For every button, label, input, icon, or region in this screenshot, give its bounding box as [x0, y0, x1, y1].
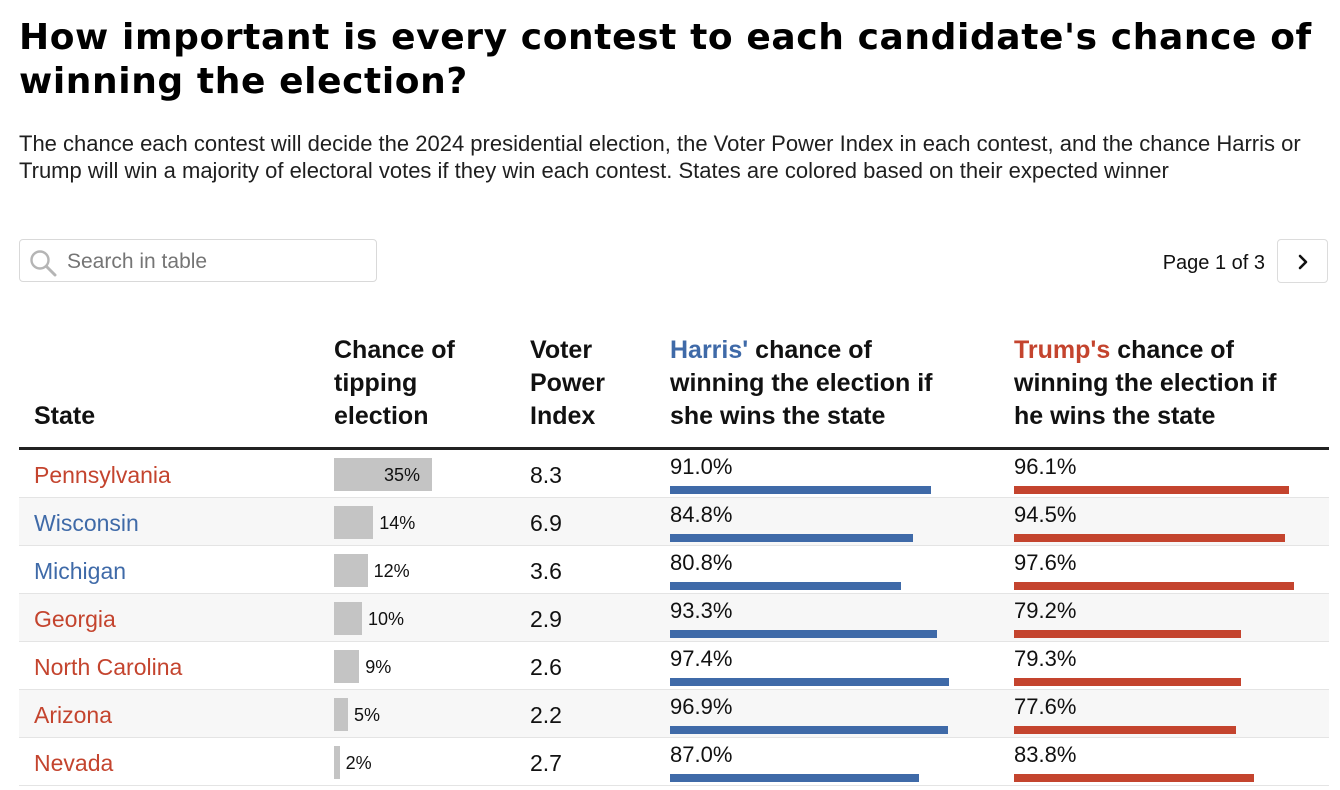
header-divider [19, 447, 1329, 450]
page-indicator: Page 1 of 3 [1162, 252, 1265, 274]
tipping-bar [334, 554, 368, 587]
vpi-value: 6.9 [530, 510, 562, 536]
chart-title: How important is every contest to each c… [19, 17, 1312, 102]
trump-pct: 83.8% [1014, 742, 1077, 767]
state-name: Georgia [34, 606, 116, 632]
search-icon [30, 250, 57, 277]
harris-bar [670, 726, 948, 734]
vpi-value: 2.2 [530, 702, 562, 728]
harris-pct: 87.0% [670, 742, 733, 767]
vpi-value: 2.7 [530, 750, 562, 776]
trump-bar [1014, 534, 1285, 542]
harris-pct: 97.4% [670, 646, 733, 671]
table-row: Nevada 2% 2.7 87.0% 83.8% [19, 738, 1329, 786]
trump-pct: 94.5% [1014, 502, 1077, 527]
vpi-value: 2.9 [530, 606, 562, 632]
harris-bar [670, 534, 913, 542]
harris-pct: 93.3% [670, 598, 733, 623]
harris-pct: 96.9% [670, 694, 733, 719]
search-placeholder: Search in table [67, 250, 208, 273]
table-row: North Carolina 9% 2.6 97.4% 79.3% [19, 642, 1329, 690]
trump-bar [1014, 678, 1242, 686]
tipping-label: 2% [345, 753, 372, 773]
tipping-label: 14% [379, 513, 416, 533]
state-name: North Carolina [34, 654, 183, 680]
trump-pct: 79.2% [1014, 598, 1077, 623]
next-page-button[interactable] [1277, 239, 1328, 283]
vpi-value: 8.3 [530, 462, 562, 488]
search-input[interactable]: Search in table [19, 239, 377, 282]
tipping-label: 9% [365, 657, 392, 677]
table-row: Arizona 5% 2.2 96.9% 77.6% [19, 690, 1329, 738]
harris-bar [670, 486, 931, 494]
trump-bar [1014, 582, 1294, 590]
tipping-bar [334, 458, 432, 491]
column-header-tipping[interactable]: Chance of tipping election [334, 336, 455, 430]
harris-bar [670, 774, 920, 782]
state-name: Nevada [34, 750, 114, 776]
vpi-value: 2.6 [530, 654, 562, 680]
tipping-label: 12% [373, 561, 410, 581]
harris-bar [670, 630, 938, 638]
harris-bar [670, 678, 950, 686]
tipping-label: 35% [384, 465, 421, 485]
trump-bar [1014, 726, 1237, 734]
table-row: Michigan 12% 3.6 80.8% 97.6% [19, 546, 1329, 594]
trump-bar [1014, 630, 1241, 638]
harris-pct: 84.8% [670, 502, 733, 527]
trump-pct: 79.3% [1014, 646, 1077, 671]
harris-name: Harris' [670, 336, 749, 364]
harris-pct: 80.8% [670, 550, 733, 575]
state-name: Wisconsin [34, 510, 139, 536]
tipping-label: 5% [354, 705, 381, 725]
tipping-bar [334, 698, 348, 731]
tipping-label: 10% [368, 609, 405, 629]
trump-name: Trump's [1014, 336, 1111, 364]
chart-subtitle: The chance each contest will decide the … [19, 131, 1301, 183]
state-name: Pennsylvania [34, 462, 171, 488]
harris-bar [670, 582, 902, 590]
trump-pct: 77.6% [1014, 694, 1077, 719]
tipping-bar [334, 506, 374, 539]
column-header-trump[interactable]: Trump's chance of winning the election i… [1014, 336, 1277, 430]
column-header-state[interactable]: State [34, 402, 96, 430]
tipping-bar [334, 650, 360, 683]
vpi-value: 3.6 [530, 558, 562, 584]
state-name: Michigan [34, 558, 127, 584]
table-row: Georgia 10% 2.9 93.3% 79.2% [19, 594, 1329, 642]
table-row: Pennsylvania 35% 8.3 91.0% 96.1% [19, 450, 1329, 498]
trump-pct: 97.6% [1014, 550, 1077, 575]
trump-bar [1014, 486, 1290, 494]
tipping-bar [334, 746, 340, 779]
trump-pct: 96.1% [1014, 454, 1077, 479]
tipping-bar [334, 602, 362, 635]
chevron-right-icon [1298, 254, 1308, 270]
state-name: Arizona [34, 702, 112, 728]
column-header-vpi[interactable]: Voter Power Index [530, 336, 606, 430]
harris-pct: 91.0% [670, 454, 733, 479]
table-row: Wisconsin 14% 6.9 84.8% 94.5% [19, 498, 1329, 546]
trump-bar [1014, 774, 1255, 782]
column-header-harris[interactable]: Harris' chance of winning the election i… [670, 336, 933, 430]
